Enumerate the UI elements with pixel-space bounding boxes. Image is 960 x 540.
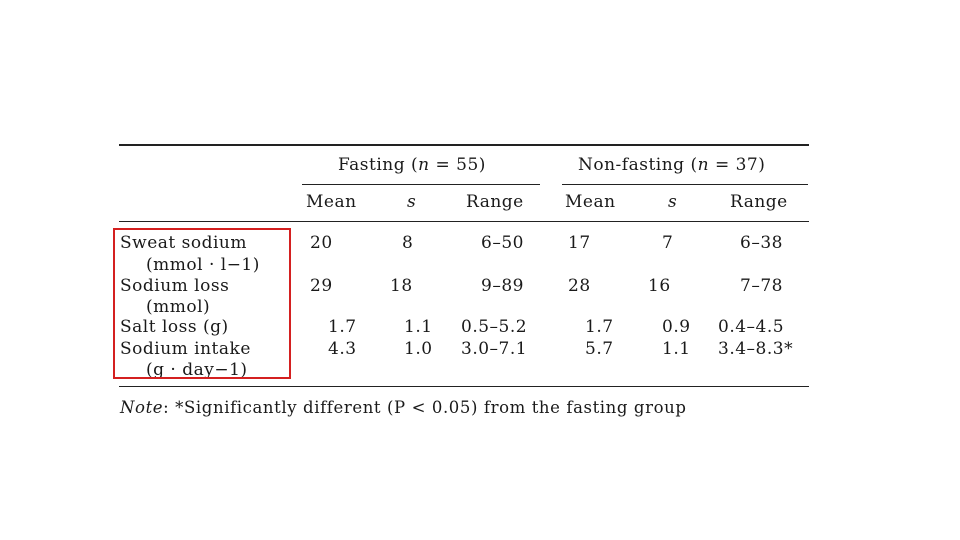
row-label-salt-loss: Salt loss (g) [120,317,229,337]
row-label2-sweat-sodium: (mmol · l−1) [146,255,260,275]
table-note: Note: *Significantly different (P < 0.05… [120,398,687,418]
non-fasting-group-header: Non-fasting (n = 37) [578,155,766,175]
col-header-s-nonfasting: s [668,192,678,212]
table-cell: 8 [402,233,414,253]
table-cell: 0.4–4.5 [718,317,785,337]
row-labels-highlight-box [113,228,291,379]
table-cell: 6–38 [740,233,783,253]
table-cell: 5.7 [585,339,614,359]
row-label2-sodium-loss: (mmol) [146,297,211,317]
table-cell: 0.5–5.2 [461,317,528,337]
table-bottom-rule [119,386,809,387]
table-cell: 28 [568,276,591,296]
table-cell: 7–78 [740,276,783,296]
table-top-rule [119,144,809,146]
table-cell: 16 [648,276,671,296]
table-cell: 3.0–7.1 [461,339,528,359]
table-cell: 7 [662,233,674,253]
col-header-mean-nonfasting: Mean [565,192,616,212]
header-bottom-rule [119,221,809,222]
table-cell: 29 [310,276,333,296]
table-cell: 6–50 [481,233,524,253]
table-cell: 1.7 [328,317,357,337]
note-text: : *Significantly different (P < 0.05) fr… [163,398,687,417]
col-header-range-fasting: Range [466,192,524,212]
table-cell: 18 [390,276,413,296]
table-cell: 4.3 [328,339,357,359]
fasting-group-header: Fasting (n = 55) [338,155,486,175]
fasting-header-rule [302,184,540,185]
row-label-sodium-loss: Sodium loss [120,276,230,296]
row-label-sweat-sodium: Sweat sodium [120,233,247,253]
note-label: Note [120,398,164,417]
col-header-mean-fasting: Mean [306,192,357,212]
non-fasting-header-rule [562,184,808,185]
table-cell: 3.4–8.3* [718,339,794,359]
row-label2-sodium-intake: (g · day−1) [146,360,248,380]
table-cell: 0.9 [662,317,691,337]
table-cell: 1.1 [404,317,433,337]
table-cell: 1.1 [662,339,691,359]
col-header-range-nonfasting: Range [730,192,788,212]
col-header-s-fasting: s [407,192,417,212]
row-label-sodium-intake: Sodium intake [120,339,251,359]
table-cell: 1.7 [585,317,614,337]
table-cell: 1.0 [404,339,433,359]
table-cell: 20 [310,233,333,253]
table-cell: 9–89 [481,276,524,296]
table-cell: 17 [568,233,591,253]
